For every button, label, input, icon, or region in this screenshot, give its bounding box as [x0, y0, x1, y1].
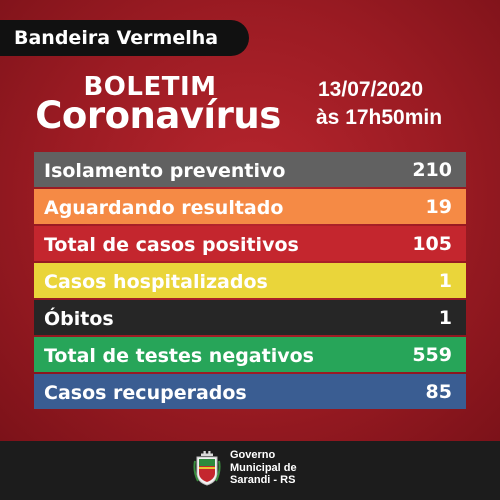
- bulletin-time: às 17h50min: [316, 106, 443, 129]
- bulletin-title: BOLETIM: [83, 72, 217, 102]
- stat-label: Óbitos: [44, 308, 114, 330]
- stat-row-recuperados: Casos recuperados 85: [34, 374, 466, 409]
- stat-value: 19: [425, 196, 452, 218]
- stat-value: 210: [412, 159, 452, 181]
- stat-row-hospitalizados: Casos hospitalizados 1: [34, 263, 466, 298]
- bulletin-date: 13/07/2020: [318, 78, 424, 101]
- stat-row-negativos: Total de testes negativos 559: [34, 337, 466, 372]
- stat-value: 85: [425, 381, 452, 403]
- stat-value: 105: [412, 233, 452, 255]
- stat-label: Isolamento preventivo: [44, 160, 286, 182]
- stat-value: 1: [438, 307, 452, 329]
- stat-row-isolamento: Isolamento preventivo 210: [34, 152, 466, 187]
- government-signature: Governo Municipal de Sarandi - RS: [230, 449, 297, 487]
- stat-row-positivos: Total de casos positivos 105: [34, 226, 466, 261]
- stat-row-obitos: Óbitos 1: [34, 300, 466, 335]
- stat-label: Casos recuperados: [44, 382, 247, 404]
- stat-label: Aguardando resultado: [44, 197, 284, 219]
- footer-bar: [0, 441, 500, 500]
- stats-list: Isolamento preventivo 210 Aguardando res…: [34, 152, 466, 411]
- bulletin-subtitle: Coronavírus: [35, 94, 281, 137]
- gov-line: Municipal de: [230, 461, 297, 474]
- stat-row-aguardando: Aguardando resultado 19: [34, 189, 466, 224]
- alert-level-badge: Bandeira Vermelha: [0, 20, 249, 56]
- bulletin-poster: Bandeira Vermelha BOLETIM Coronavírus 13…: [0, 0, 500, 441]
- municipal-crest-icon: [193, 451, 221, 486]
- stat-label: Total de testes negativos: [44, 345, 314, 367]
- gov-line: Sarandi - RS: [230, 474, 296, 486]
- stat-value: 559: [412, 344, 452, 366]
- gov-line: Governo: [230, 449, 276, 461]
- stat-label: Total de casos positivos: [44, 234, 299, 256]
- stat-value: 1: [438, 270, 452, 292]
- stat-label: Casos hospitalizados: [44, 271, 268, 293]
